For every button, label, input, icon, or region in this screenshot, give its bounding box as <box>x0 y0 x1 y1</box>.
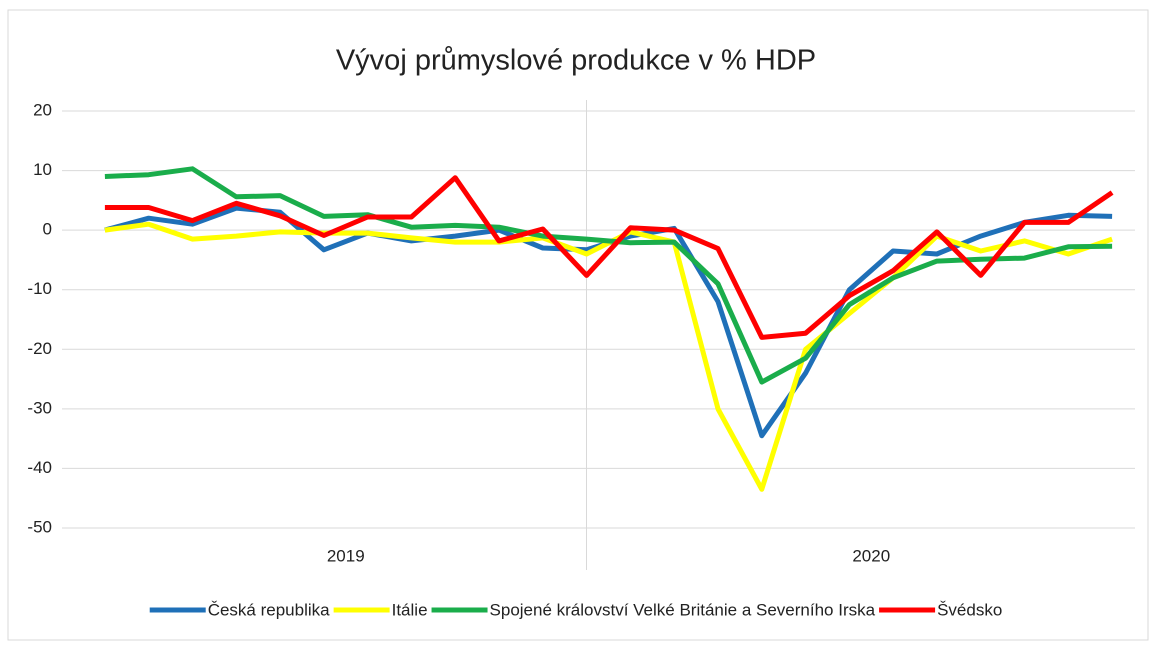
y-tick-label: -10 <box>27 279 52 298</box>
x-group-label: 2020 <box>852 546 890 565</box>
y-tick-label: 0 <box>43 220 52 239</box>
y-tick-label: -40 <box>27 458 52 477</box>
legend-label: Švédsko <box>937 600 1002 619</box>
y-tick-label: 10 <box>33 160 52 179</box>
legend-label: Spojené království Velké Británie a Seve… <box>490 600 876 619</box>
y-tick-label: -20 <box>27 339 52 358</box>
series-line <box>104 175 1114 340</box>
legend-label: Česká republika <box>208 600 330 619</box>
y-tick-label: 20 <box>33 100 52 119</box>
y-tick-label: -30 <box>27 398 52 417</box>
x-group-label: 2019 <box>327 546 365 565</box>
chart-title: Vývoj průmyslové produkce v % HDP <box>336 45 816 77</box>
series-line <box>104 166 1113 385</box>
chart-border <box>7 9 1149 641</box>
legend-label: Itálie <box>392 600 428 619</box>
y-tick-label: -50 <box>27 517 52 536</box>
